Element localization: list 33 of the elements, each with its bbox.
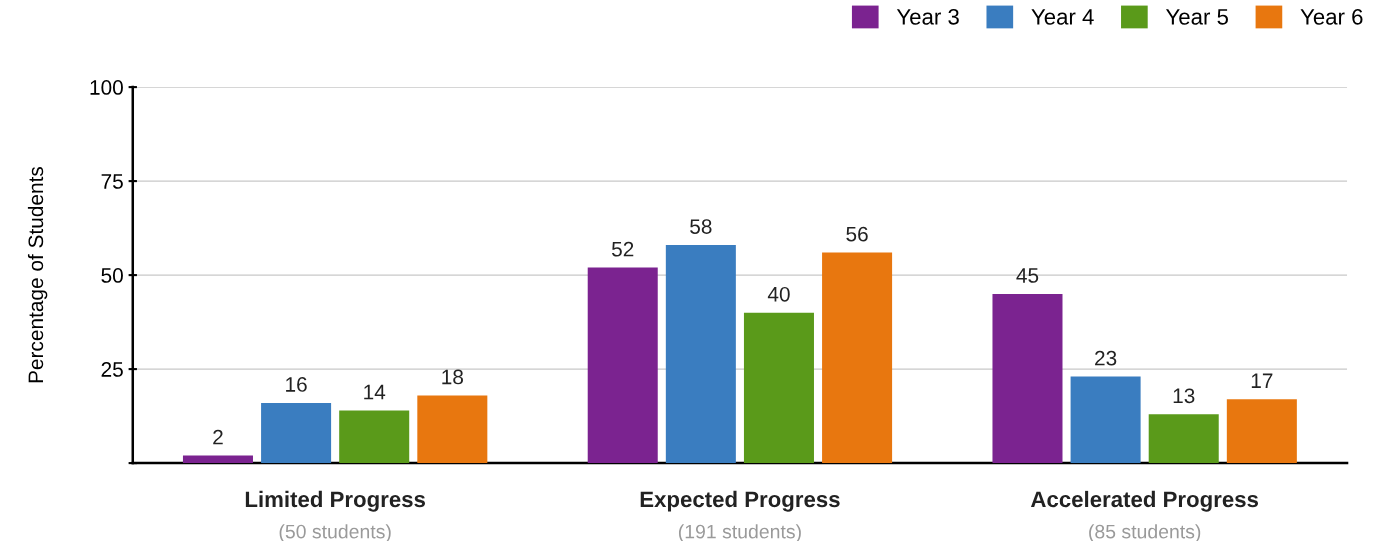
bar [822,252,893,464]
bar [1070,376,1141,464]
bar [1226,399,1297,464]
data-label: 40 [767,286,790,302]
data-label: 45 [1016,268,1039,283]
data-label: 13 [1173,388,1195,404]
data-label: 56 [846,226,868,242]
y-tick-label: 75 [101,174,123,189]
bar [417,395,488,464]
legend-label: Year 3 [896,8,959,25]
data-label: 17 [1251,373,1273,388]
y-tick-label: 100 [90,80,123,95]
bar [339,410,410,464]
y-axis-title: Percentage of Students [27,166,48,383]
data-label: 2 [213,429,223,445]
data-label: 58 [690,219,712,234]
bar [587,267,658,464]
legend-label: Year 5 [1165,9,1228,25]
legend-label: Year 4 [1031,9,1094,25]
bar [1148,414,1219,464]
y-tick-label: 25 [101,362,123,377]
data-label: 18 [442,369,464,385]
bar [743,312,814,464]
data-label: 16 [286,377,307,392]
bar [182,455,253,464]
bar [261,402,332,464]
bar [665,245,736,464]
data-label: 52 [611,241,634,257]
data-label: 23 [1095,350,1117,366]
bar [992,293,1063,464]
data-label: 14 [364,384,386,400]
y-tick-label: 50 [101,268,123,283]
legend-label: Year 6 [1300,8,1363,25]
